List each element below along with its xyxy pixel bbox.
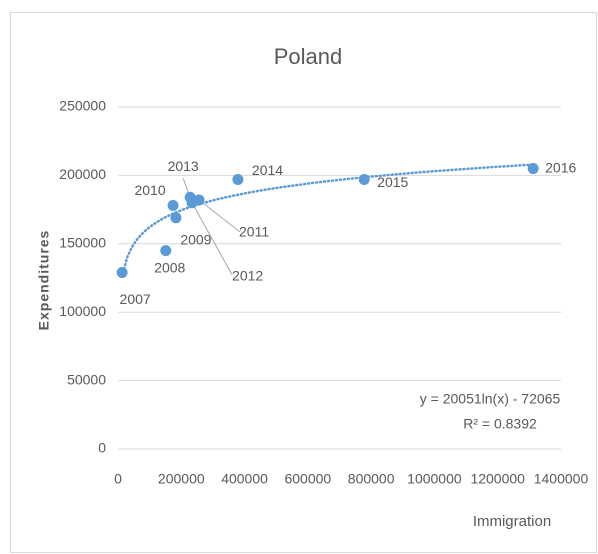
x-axis-title: Immigration xyxy=(473,513,551,530)
point-label: 2013 xyxy=(168,158,199,174)
x-tick-label: 400000 xyxy=(221,471,268,487)
point-label: 2015 xyxy=(377,174,408,190)
y-tick-label: 200000 xyxy=(59,166,106,182)
leader-line xyxy=(198,199,241,233)
chart-border xyxy=(10,12,597,553)
point-label: 2010 xyxy=(134,182,165,198)
point xyxy=(232,174,244,186)
point xyxy=(116,267,128,279)
point-label: 2012 xyxy=(232,267,263,283)
x-tick-label: 800000 xyxy=(348,471,395,487)
chart-title: Poland xyxy=(274,44,343,69)
y-tick-label: 150000 xyxy=(59,235,106,251)
x-tick-label: 200000 xyxy=(158,471,205,487)
point-label: 2016 xyxy=(545,159,576,175)
point xyxy=(167,199,179,211)
y-tick-label: 0 xyxy=(98,440,106,456)
point xyxy=(184,191,196,203)
x-tick-label: 1000000 xyxy=(407,471,462,487)
y-axis-title: Expenditures xyxy=(36,230,52,331)
y-tick-label: 250000 xyxy=(59,98,106,114)
point-label: 2014 xyxy=(252,162,283,178)
r-squared: R² = 0.8392 xyxy=(463,416,537,432)
x-tick-label: 600000 xyxy=(284,471,331,487)
point xyxy=(160,245,172,257)
point xyxy=(527,163,539,175)
x-tick-label: 1200000 xyxy=(470,471,525,487)
leader-line xyxy=(191,202,233,276)
point-label: 2011 xyxy=(239,224,269,240)
point-label: 2008 xyxy=(154,259,185,275)
point xyxy=(170,212,182,224)
point-label: 2009 xyxy=(180,232,211,248)
y-tick-label: 100000 xyxy=(59,303,106,319)
x-tick-label: 0 xyxy=(114,471,122,487)
x-tick-label: 1400000 xyxy=(534,471,589,487)
point-label: 2007 xyxy=(120,291,151,307)
y-tick-label: 50000 xyxy=(67,371,106,387)
point xyxy=(358,174,370,186)
trend-equation: y = 20051ln(x) - 72065 xyxy=(420,391,561,407)
